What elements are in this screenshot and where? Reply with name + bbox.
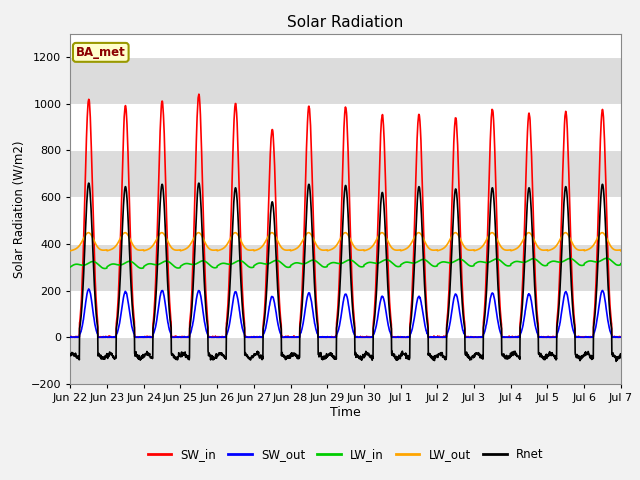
Rnet — [85, 180, 93, 186]
SW_out — [67, 335, 74, 340]
Rnet — [220, 354, 228, 360]
SW_out — [569, 325, 577, 331]
Bar — [70, 150, 621, 197]
LW_out — [568, 240, 576, 246]
Legend: SW_in, SW_out, LW_in, LW_out, Rnet: SW_in, SW_out, LW_in, LW_out, Rnet — [143, 443, 548, 466]
Rnet — [374, 266, 381, 272]
LW_out — [506, 247, 513, 253]
Rnet — [568, 300, 576, 306]
LW_out — [220, 245, 228, 251]
SW_in — [362, 335, 369, 340]
LW_out — [374, 235, 381, 241]
SW_in — [568, 283, 576, 289]
LW_in — [374, 260, 381, 266]
SW_in — [374, 230, 381, 236]
SW_in — [584, 335, 591, 340]
LW_in — [603, 255, 611, 261]
Line: LW_out: LW_out — [70, 233, 621, 251]
LW_in — [220, 261, 228, 266]
Rnet — [584, 351, 591, 357]
Line: SW_out: SW_out — [70, 289, 621, 337]
X-axis label: Time: Time — [330, 406, 361, 419]
SW_out — [584, 334, 592, 340]
Rnet — [617, 352, 625, 358]
SW_in — [506, 335, 513, 340]
SW_out — [362, 334, 370, 340]
LW_out — [617, 248, 625, 253]
Line: Rnet: Rnet — [70, 183, 621, 361]
SW_out — [221, 334, 228, 340]
Rnet — [506, 353, 513, 359]
Bar — [70, 57, 621, 104]
Line: LW_in: LW_in — [70, 258, 621, 268]
LW_out — [67, 248, 74, 253]
LW_out — [362, 248, 369, 253]
SW_out — [85, 286, 93, 292]
Rnet — [362, 350, 369, 356]
LW_in — [506, 263, 513, 269]
Bar — [70, 337, 621, 384]
LW_in — [67, 264, 74, 270]
Bar — [70, 244, 621, 290]
SW_out — [374, 314, 381, 320]
LW_out — [584, 247, 591, 252]
SW_in — [195, 91, 203, 97]
LW_in — [362, 261, 369, 267]
SW_in — [617, 334, 625, 340]
Text: BA_met: BA_met — [76, 46, 125, 59]
LW_in — [568, 256, 576, 262]
Rnet — [67, 352, 74, 358]
LW_in — [584, 259, 591, 264]
LW_out — [451, 230, 459, 236]
SW_out — [67, 335, 75, 340]
LW_in — [101, 265, 109, 271]
SW_out — [506, 335, 514, 340]
SW_in — [220, 334, 228, 340]
Line: SW_in: SW_in — [70, 94, 621, 337]
Rnet — [612, 359, 620, 364]
SW_out — [617, 335, 625, 340]
SW_in — [67, 335, 74, 340]
Y-axis label: Solar Radiation (W/m2): Solar Radiation (W/m2) — [12, 140, 26, 277]
LW_in — [617, 261, 625, 266]
Title: Solar Radiation: Solar Radiation — [287, 15, 404, 30]
